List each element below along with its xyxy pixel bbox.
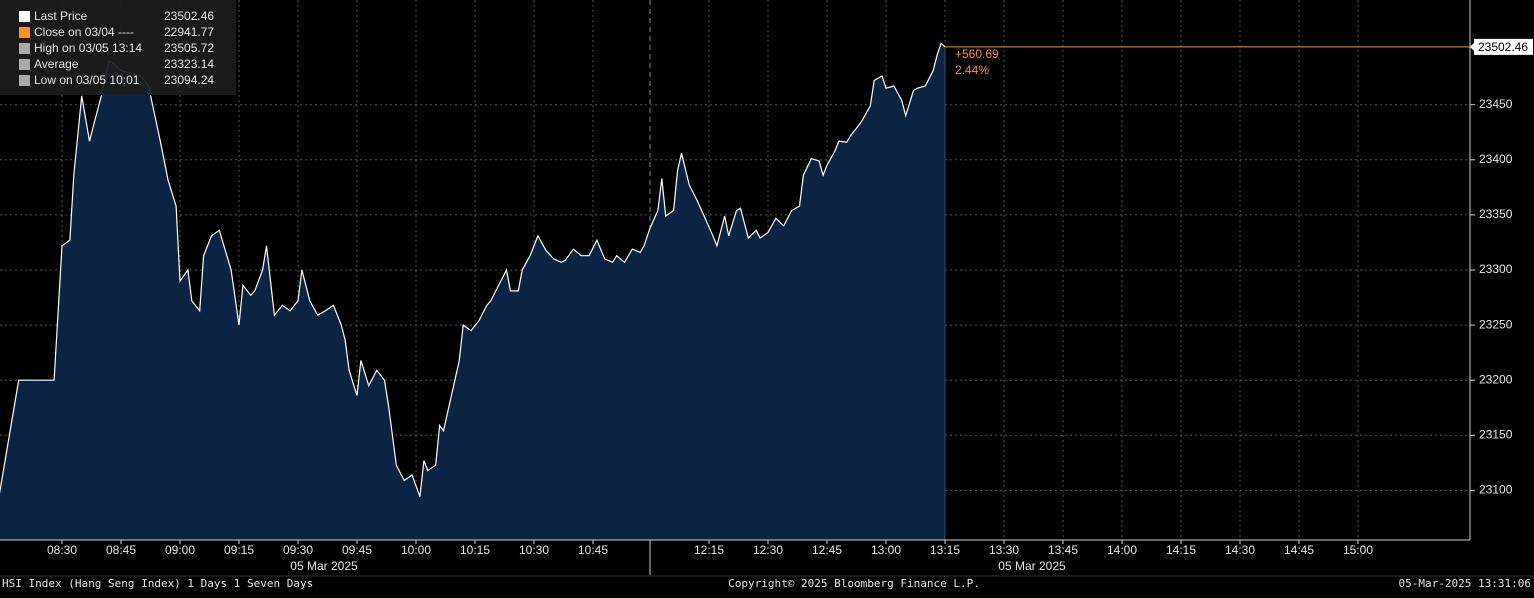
x-tick-label: 08:45 xyxy=(106,543,136,557)
x-tick-label: 13:15 xyxy=(930,543,960,557)
x-tick-label: 14:00 xyxy=(1107,543,1137,557)
x-tick-label: 13:30 xyxy=(989,543,1019,557)
x-tick-label: 13:45 xyxy=(1048,543,1078,557)
y-tick-label: 23350 xyxy=(1479,207,1513,221)
legend-label: Last Price xyxy=(34,9,88,23)
change-pct-label: 2.44% xyxy=(955,63,989,77)
x-tick-label: 14:30 xyxy=(1225,543,1255,557)
legend-swatch xyxy=(19,11,30,22)
area xyxy=(0,43,945,540)
price-tag-arrow xyxy=(1470,41,1475,52)
x-tick-label: 13:00 xyxy=(871,543,901,557)
price-tag-bg xyxy=(1474,38,1533,55)
legend-value: 22941.77 xyxy=(164,25,214,39)
y-tick-label: 23250 xyxy=(1479,317,1513,331)
x-tick-label: 09:15 xyxy=(224,543,254,557)
y-tick-label: 23200 xyxy=(1479,372,1513,386)
x-tick-label: 12:45 xyxy=(812,543,842,557)
price-line xyxy=(0,42,946,498)
y-tick-label: 23300 xyxy=(1479,262,1513,276)
x-tick-label: 12:15 xyxy=(694,543,724,557)
legend-value: 23094.24 xyxy=(164,73,214,87)
legend-label: Close on 03/04 ---- xyxy=(34,25,134,39)
x-tick-label: 09:30 xyxy=(283,543,313,557)
x-tick-label: 09:45 xyxy=(342,543,372,557)
change-label: +560.69 xyxy=(955,47,999,61)
legend-value: 23502.46 xyxy=(164,9,214,23)
y-tick-label: 23450 xyxy=(1479,97,1513,111)
legend-value: 23505.72 xyxy=(164,41,214,55)
y-tick-label: 23400 xyxy=(1479,152,1513,166)
x-tick-label: 10:30 xyxy=(519,543,549,557)
legend-value: 23323.14 xyxy=(164,57,214,71)
legend-swatch xyxy=(19,43,30,54)
x-date-label: 05 Mar 2025 xyxy=(290,559,358,573)
x-date-label: 05 Mar 2025 xyxy=(998,559,1066,573)
legend-label: High on 03/05 13:14 xyxy=(34,41,142,55)
legend-swatch xyxy=(19,75,30,86)
footer-center: Copyright© 2025 Bloomberg Finance L.P. xyxy=(728,577,980,590)
x-tick-label: 10:00 xyxy=(401,543,431,557)
x-tick-label: 15:00 xyxy=(1343,543,1373,557)
price-tag: 23502.46 xyxy=(1478,40,1528,54)
x-tick-label: 10:45 xyxy=(578,543,608,557)
x-tick-label: 09:00 xyxy=(165,543,195,557)
y-tick-label: 23150 xyxy=(1479,427,1513,441)
x-tick-label: 14:15 xyxy=(1166,543,1196,557)
legend-bg xyxy=(0,0,236,95)
legend-swatch xyxy=(19,59,30,70)
footer-left: HSI Index (Hang Seng Index) 1 Days 1 Sev… xyxy=(2,577,313,590)
x-tick-label: 08:30 xyxy=(47,543,77,557)
legend-label: Average xyxy=(34,57,79,71)
legend-swatch xyxy=(19,27,30,38)
legend-label: Low on 03/05 10:01 xyxy=(34,73,140,87)
footer-right: 05-Mar-2025 13:31:06 xyxy=(1399,577,1531,590)
x-tick-label: 10:15 xyxy=(460,543,490,557)
x-tick-label: 14:45 xyxy=(1284,543,1314,557)
y-tick-label: 23100 xyxy=(1479,483,1513,497)
x-tick-label: 12:30 xyxy=(753,543,783,557)
